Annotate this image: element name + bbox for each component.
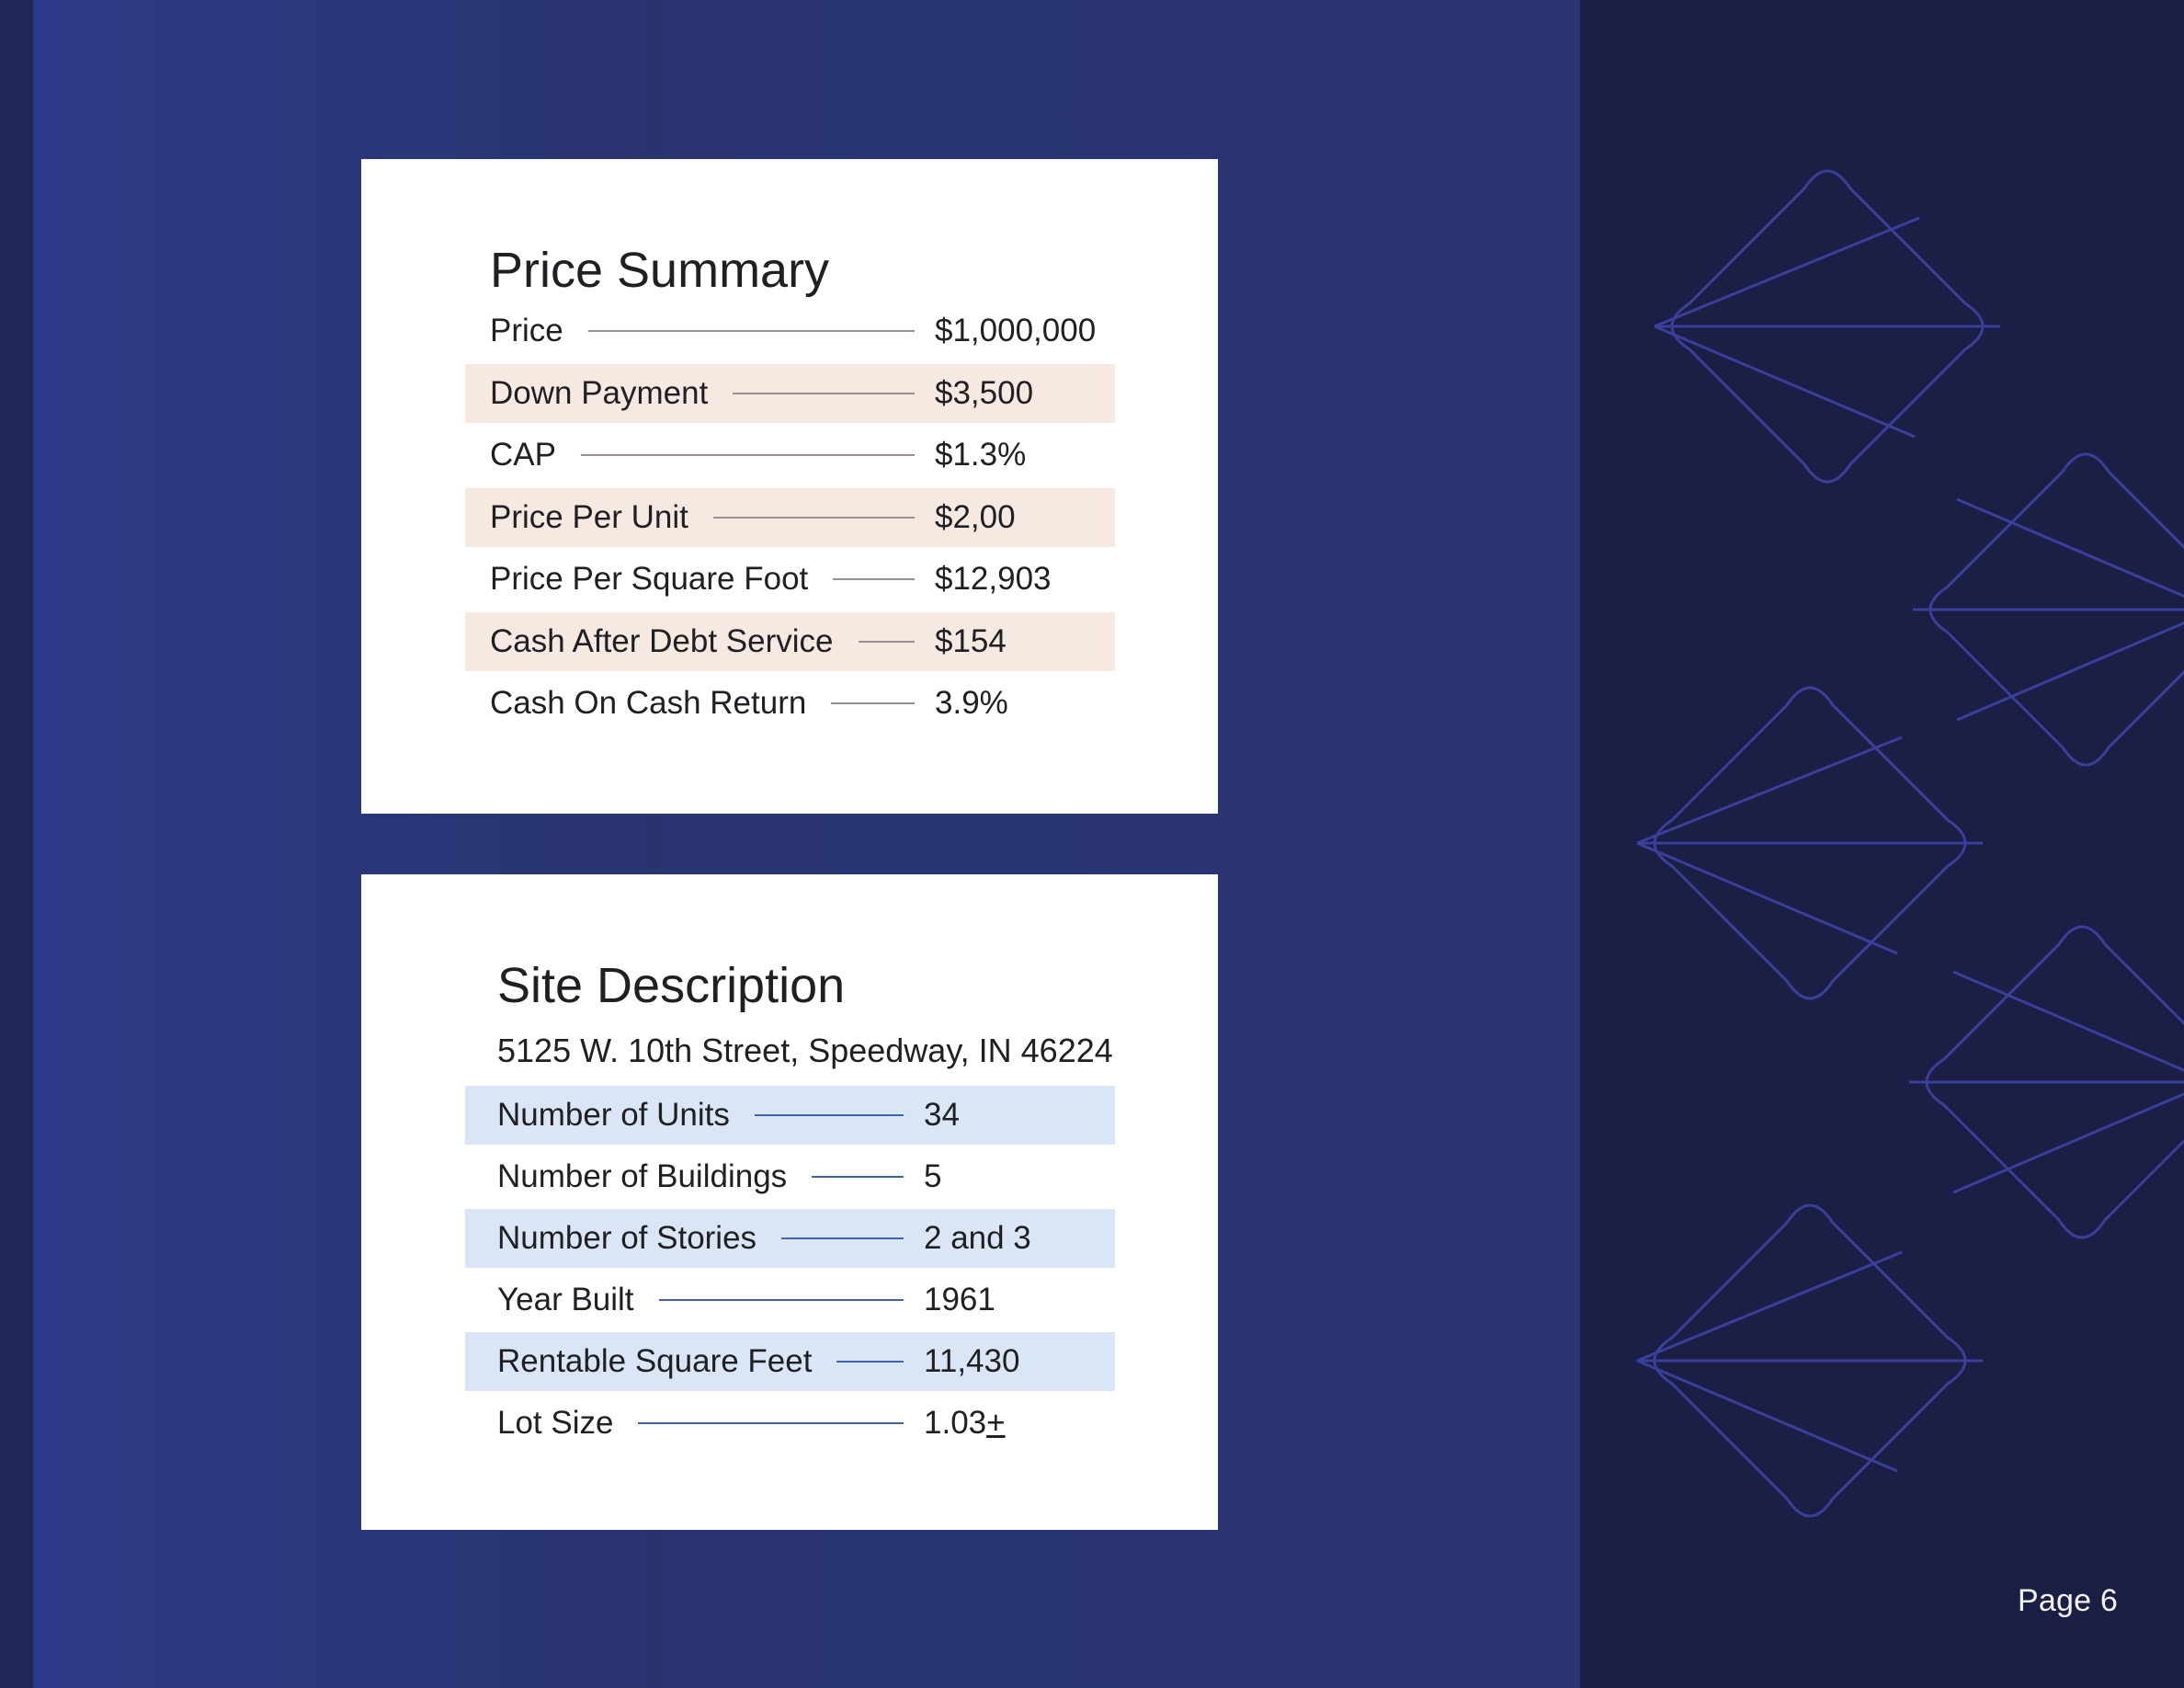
- row-value: 5: [924, 1158, 942, 1194]
- leader-line: [781, 1237, 904, 1239]
- row-value: $1,000,000: [935, 313, 1097, 348]
- site-description-row: Rentable Square Feet 11,430: [465, 1332, 1115, 1391]
- price-summary-row: CAP $1.3%: [465, 426, 1115, 485]
- row-label: Number of Stories: [497, 1220, 757, 1256]
- leader-line: [580, 454, 915, 456]
- site-description-row: Number of Units 34: [465, 1086, 1115, 1145]
- row-label: Number of Buildings: [497, 1158, 788, 1194]
- row-value: $1.3%: [935, 437, 1027, 473]
- row-value: $2,00: [935, 498, 1016, 535]
- row-label: Price Per Square Foot: [490, 561, 809, 597]
- price-summary-row: Cash On Cash Return 3.9%: [465, 674, 1115, 733]
- row-value: 11,430: [924, 1343, 1020, 1379]
- site-description-title: Site Description: [497, 958, 846, 1013]
- row-value: $12,903: [935, 561, 1052, 597]
- row-label: Year Built: [497, 1282, 634, 1317]
- site-description-row: Number of Stories 2 and 3: [465, 1209, 1115, 1268]
- price-summary-row: Price $1,000,000: [465, 302, 1115, 360]
- left-edge-strip: [0, 0, 33, 1688]
- leader-line: [733, 392, 915, 394]
- site-description-row: Number of Buildings 5: [465, 1147, 1115, 1206]
- price-summary-row: Price Per Unit $2,00: [465, 487, 1115, 547]
- row-label: Rentable Square Feet: [497, 1343, 813, 1379]
- leader-line: [812, 1176, 904, 1178]
- row-value: $154: [935, 622, 1007, 659]
- price-summary-row: Down Payment $3,500: [465, 363, 1115, 423]
- leader-line: [587, 330, 915, 332]
- leader-line: [712, 516, 915, 519]
- row-label: Cash On Cash Return: [490, 685, 807, 721]
- leader-line: [638, 1422, 904, 1424]
- row-label: Price: [490, 313, 563, 348]
- decorative-pattern-panel: [1580, 0, 2184, 1688]
- row-label: Number of Units: [497, 1097, 730, 1133]
- leader-line: [658, 1299, 904, 1301]
- leader-line: [833, 578, 915, 580]
- price-summary-title: Price Summary: [490, 243, 830, 298]
- site-address: 5125 W. 10th Street, Speedway, IN 46224: [497, 1032, 1113, 1069]
- row-label: CAP: [490, 437, 556, 473]
- site-description-card: Site Description 5125 W. 10th Street, Sp…: [361, 874, 1218, 1530]
- row-value: 34: [924, 1097, 960, 1133]
- leader-line: [858, 640, 915, 643]
- row-label: Price Per Unit: [490, 498, 688, 535]
- row-value: 3.9%: [935, 685, 1008, 721]
- row-value: 2 and 3: [924, 1220, 1031, 1256]
- site-description-list: Number of Units 34 Number of Buildings 5…: [465, 1086, 1115, 1455]
- lot-size-plus-minus: +: [986, 1405, 1006, 1441]
- price-summary-row: Price Per Square Foot $12,903: [465, 550, 1115, 609]
- lot-size-number: 1.03: [924, 1405, 987, 1441]
- site-description-row: Year Built 1961: [465, 1271, 1115, 1329]
- site-description-row: Lot Size 1.03+: [465, 1394, 1115, 1453]
- row-value: 1961: [924, 1282, 995, 1317]
- leader-line: [831, 702, 915, 704]
- row-value: 1.03+: [924, 1405, 1097, 1442]
- row-label: Cash After Debt Service: [490, 622, 834, 659]
- row-label: Lot Size: [497, 1405, 614, 1441]
- price-summary-row: Cash After Debt Service $154: [465, 611, 1115, 671]
- row-label: Down Payment: [490, 374, 709, 411]
- price-summary-list: Price $1,000,000 Down Payment $3,500 CAP…: [465, 302, 1115, 736]
- leader-line: [836, 1361, 904, 1363]
- leader-line: [754, 1114, 904, 1116]
- price-summary-card: Price Summary Price $1,000,000 Down Paym…: [361, 159, 1218, 814]
- diamond-fan-icon: [1636, 169, 2184, 1518]
- row-value: $3,500: [935, 374, 1034, 411]
- page-number: Page 6: [2018, 1583, 2118, 1618]
